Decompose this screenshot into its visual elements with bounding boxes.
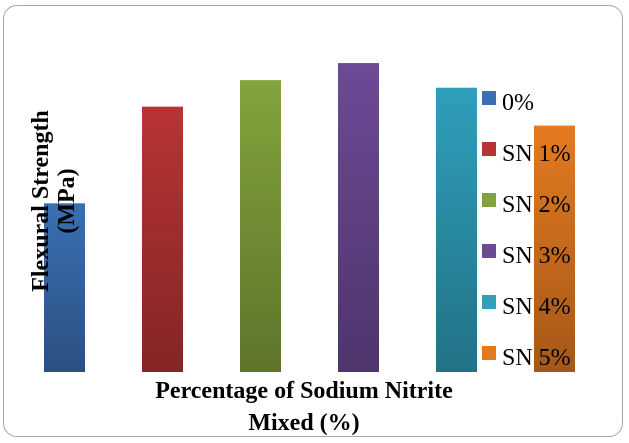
legend-label-0: 0% [502, 90, 534, 116]
bar-sn-2 [240, 80, 281, 373]
bar-sn-5 [534, 125, 575, 373]
y-axis-label-line-2: (MPa) [54, 168, 80, 233]
legend-label-1: SN 1% [502, 141, 571, 167]
bars-group [44, 63, 575, 373]
bar-sn-4 [436, 87, 477, 372]
chart-canvas: Flexural Strength (MPa) Percentage of So… [28, 63, 575, 436]
chart-frame: Flexural Strength (MPa) Percentage of So… [3, 5, 623, 437]
legend-label-5: SN 5% [502, 345, 571, 371]
legend-label-3: SN 3% [502, 243, 571, 269]
legend: 0% SN 1% SN 2% SN 3% SN 4% SN 5% [482, 90, 571, 371]
legend-swatch-4 [482, 295, 496, 309]
y-axis-label-line-1: Flexural Strength [28, 110, 54, 292]
x-axis-label-line-2: Mixed (%) [248, 410, 359, 436]
legend-swatch-1 [482, 142, 496, 156]
legend-label-2: SN 2% [502, 192, 571, 218]
bar-sn-3 [338, 63, 379, 373]
legend-swatch-0 [482, 91, 496, 105]
legend-label-4: SN 4% [502, 294, 571, 320]
legend-swatch-3 [482, 244, 496, 258]
legend-swatch-2 [482, 193, 496, 207]
x-axis-label-line-1: Percentage of Sodium Nitrite [155, 378, 453, 404]
bar-0 [44, 203, 85, 372]
bar-sn-1 [142, 106, 183, 373]
legend-swatch-5 [482, 346, 496, 360]
